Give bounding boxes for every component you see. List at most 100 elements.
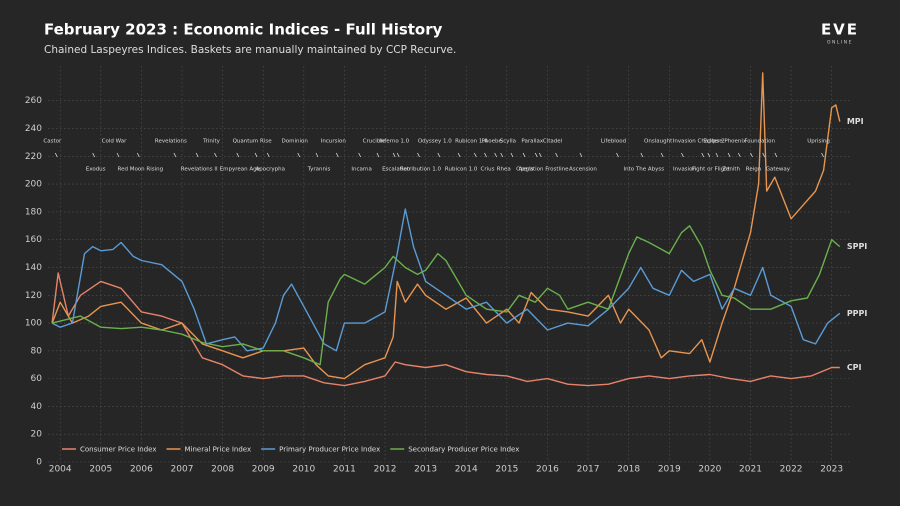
end-label: CPI xyxy=(847,363,862,372)
annotation-marker xyxy=(195,152,199,158)
x-tick-label: 2021 xyxy=(739,465,762,475)
annotation-marker xyxy=(54,152,58,158)
legend-label: Consumer Price Index xyxy=(80,446,157,454)
x-tick-label: 2016 xyxy=(536,465,559,475)
annotation-marker xyxy=(534,152,538,158)
annotation-label: Into The Abyss xyxy=(624,167,665,173)
x-tick-label: 2017 xyxy=(577,465,600,475)
legend-label: Mineral Price Index xyxy=(185,446,252,454)
annotation-label: Zenith xyxy=(722,167,740,173)
annotation-label: Rubicon 1.4 xyxy=(455,139,488,145)
annotation-marker xyxy=(396,152,400,158)
x-tick-label: 2009 xyxy=(252,465,275,475)
x-tick-label: 2011 xyxy=(333,465,356,475)
annotation-marker xyxy=(392,152,396,158)
annotation-label: Invasion Chapter 2 xyxy=(673,139,725,145)
x-tick-label: 2022 xyxy=(780,465,803,475)
x-tick-label: 2014 xyxy=(455,465,478,475)
annotation-marker xyxy=(715,152,719,158)
annotation-marker xyxy=(616,152,619,158)
annotation-label: Trinity xyxy=(202,139,221,145)
annotation-label: Parallax xyxy=(521,139,543,145)
annotation-marker xyxy=(266,152,270,158)
annotation-label: Retribution 1.0 xyxy=(400,167,441,173)
x-tick-label: 2019 xyxy=(658,465,681,475)
annotation-label: Castor xyxy=(43,139,62,145)
annotation-label: Rhea xyxy=(497,167,511,173)
x-tick-label: 2015 xyxy=(495,465,518,475)
annotation-label: Scylla xyxy=(500,139,516,145)
y-tick-label: 240 xyxy=(25,124,42,134)
annotation-marker xyxy=(762,152,766,158)
annotation-marker xyxy=(358,152,361,158)
chart-subtitle: Chained Laspeyres Indices. Baskets are m… xyxy=(44,44,456,56)
annotation-marker xyxy=(640,152,644,158)
y-tick-label: 180 xyxy=(25,207,42,217)
y-tick-label: 40 xyxy=(31,402,43,412)
annotation-marker xyxy=(701,152,705,158)
chart-title: February 2023 : Economic Indices - Full … xyxy=(44,21,443,39)
y-tick-label: 200 xyxy=(25,180,42,190)
x-tick-label: 2005 xyxy=(89,465,112,475)
annotation-marker xyxy=(173,152,177,158)
annotation-label: Cold War xyxy=(102,139,127,145)
annotation-marker xyxy=(494,152,498,158)
annotation-marker xyxy=(92,152,96,158)
x-tick-label: 2023 xyxy=(820,465,843,475)
legend-label: Secondary Producer Price Index xyxy=(408,446,519,454)
y-tick-label: 120 xyxy=(25,291,42,301)
legend-label: Primary Producer Price Index xyxy=(279,446,380,454)
annotation-label: Aegis xyxy=(519,167,534,173)
annotation-label: Reign xyxy=(746,167,762,173)
x-tick-label: 2007 xyxy=(171,465,194,475)
annotation-marker xyxy=(522,152,526,158)
annotation-label: Crucible xyxy=(363,139,386,145)
annotation-marker xyxy=(116,152,120,158)
logo-sub: ONLINE xyxy=(827,40,853,46)
annotation-marker xyxy=(579,152,583,158)
annotation-marker xyxy=(774,152,778,158)
annotation-marker xyxy=(727,152,731,158)
annotation-marker xyxy=(335,152,339,158)
annotation-marker xyxy=(821,152,824,158)
annotation-label: Empyrean Age xyxy=(220,167,261,173)
annotation-label: Operation Frostline xyxy=(516,167,569,173)
annotation-marker xyxy=(457,152,461,158)
annotation-marker xyxy=(484,152,487,158)
x-tick-label: 2004 xyxy=(49,465,72,475)
y-tick-label: 140 xyxy=(25,263,42,273)
y-tick-label: 60 xyxy=(31,374,43,384)
annotation-label: Incursion xyxy=(321,139,347,145)
annotation-label: Red Moon Rising xyxy=(118,167,164,173)
annotation-label: Dominion xyxy=(282,139,309,145)
annotation-label: Apocrypha xyxy=(256,167,286,173)
annotation-marker xyxy=(660,152,664,158)
annotation-label: Incarna xyxy=(351,167,372,173)
annotation-marker xyxy=(437,152,441,158)
x-tick-label: 2006 xyxy=(130,465,153,475)
series-line xyxy=(51,225,841,366)
annotation-label: Lifeblood xyxy=(601,139,626,145)
annotation-marker xyxy=(297,152,301,158)
annotation-label: Revelations II xyxy=(181,167,218,173)
annotation-label: Uprising xyxy=(807,139,830,145)
annotation-label: Quantum Rise xyxy=(233,139,273,145)
series-line xyxy=(51,272,840,387)
x-tick-label: 2013 xyxy=(414,465,437,475)
x-tick-label: 2018 xyxy=(617,465,640,475)
annotation-marker xyxy=(417,152,420,158)
annotation-marker xyxy=(737,152,741,158)
logo: EVE xyxy=(821,21,859,39)
x-tick-label: 2020 xyxy=(698,465,721,475)
end-label: MPI xyxy=(847,117,864,126)
annotation-marker xyxy=(681,152,684,158)
annotation-marker xyxy=(500,152,504,158)
annotation-label: Odyssey 1.0 xyxy=(418,139,452,145)
annotation-label: Rubicon 1.0 xyxy=(445,167,478,173)
y-tick-label: 160 xyxy=(25,235,42,245)
annotation-label: Invasion xyxy=(673,167,696,173)
y-tick-label: 20 xyxy=(31,430,43,440)
end-label: PPPI xyxy=(847,309,868,318)
annotation-label: Citadel xyxy=(543,139,563,145)
